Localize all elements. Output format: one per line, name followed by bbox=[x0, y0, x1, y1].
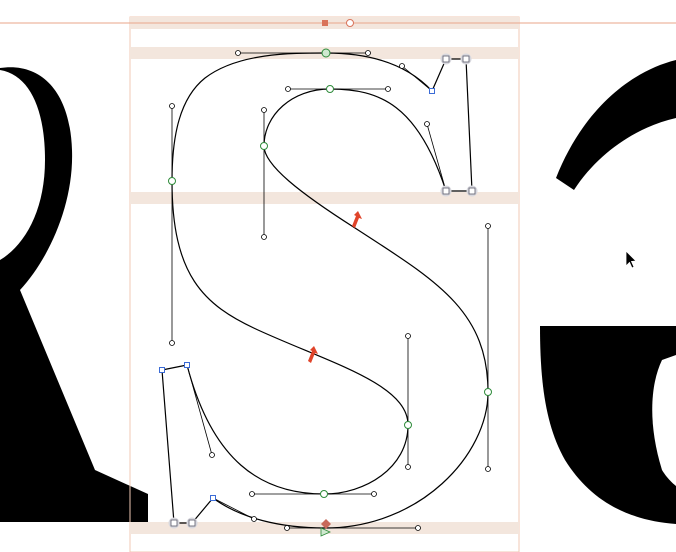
red-direction-arrow-icon bbox=[352, 211, 362, 228]
control-point[interactable] bbox=[385, 86, 391, 92]
glyph-g-counter bbox=[652, 355, 676, 486]
off-curve-points[interactable] bbox=[169, 50, 491, 531]
control-point[interactable] bbox=[424, 121, 430, 127]
control-point[interactable] bbox=[405, 464, 411, 470]
global-guide[interactable] bbox=[0, 19, 676, 27]
handle-line-top-right bbox=[401, 65, 433, 92]
tangent-point[interactable] bbox=[210, 495, 216, 501]
tangent-point[interactable] bbox=[429, 88, 435, 94]
control-point[interactable] bbox=[485, 223, 491, 229]
tangent-points[interactable] bbox=[159, 88, 435, 501]
smooth-point[interactable] bbox=[321, 48, 331, 58]
guide-handle-circle-icon[interactable] bbox=[346, 19, 354, 27]
start-point-icon[interactable] bbox=[320, 519, 331, 537]
metric-band-x-height bbox=[130, 192, 519, 204]
glyph-r-counter bbox=[0, 70, 45, 260]
control-point[interactable] bbox=[249, 491, 255, 497]
smooth-point[interactable] bbox=[168, 177, 176, 185]
control-point[interactable] bbox=[251, 516, 257, 522]
handle-line-bottom-left bbox=[212, 497, 255, 520]
corner-point[interactable] bbox=[188, 519, 196, 527]
arrow-cursor-icon bbox=[625, 250, 637, 269]
control-point[interactable] bbox=[209, 452, 215, 458]
control-point[interactable] bbox=[235, 50, 241, 56]
handle-line-terminal-bottom bbox=[186, 364, 213, 456]
handle-line-terminal-top bbox=[426, 123, 447, 192]
smooth-point[interactable] bbox=[404, 421, 412, 429]
start-point-triangle bbox=[320, 527, 331, 537]
smooth-point[interactable] bbox=[326, 85, 334, 93]
tangent-point[interactable] bbox=[184, 362, 190, 368]
control-point[interactable] bbox=[399, 63, 405, 69]
control-point[interactable] bbox=[261, 107, 267, 113]
control-point[interactable] bbox=[261, 234, 267, 240]
direction-arrows bbox=[308, 211, 362, 363]
corner-point[interactable] bbox=[442, 55, 450, 63]
control-point[interactable] bbox=[371, 491, 377, 497]
corner-point[interactable] bbox=[462, 55, 470, 63]
guide-handle-square-icon[interactable] bbox=[322, 20, 328, 26]
glyph-g-top-arc bbox=[556, 60, 676, 190]
control-point[interactable] bbox=[285, 86, 291, 92]
smooth-point[interactable] bbox=[320, 490, 328, 498]
glyph-g-bowl bbox=[540, 326, 676, 524]
control-point[interactable] bbox=[284, 525, 290, 531]
smooth-point[interactable] bbox=[260, 142, 268, 150]
control-point[interactable] bbox=[485, 466, 491, 472]
neighbor-glyph-g bbox=[540, 60, 676, 524]
corner-point[interactable] bbox=[170, 519, 178, 527]
glyph-r-leg-fill bbox=[0, 300, 60, 450]
bezier-handles[interactable] bbox=[171, 52, 489, 529]
tangent-point[interactable] bbox=[159, 367, 165, 373]
control-point[interactable] bbox=[405, 333, 411, 339]
start-point-diamond[interactable] bbox=[321, 519, 331, 529]
smooth-points[interactable] bbox=[168, 48, 492, 498]
control-point[interactable] bbox=[169, 103, 175, 109]
corner-point[interactable] bbox=[468, 187, 476, 195]
corner-point[interactable] bbox=[442, 187, 450, 195]
red-direction-arrow-icon bbox=[308, 346, 318, 363]
control-point[interactable] bbox=[365, 50, 371, 56]
neighbor-glyph-r bbox=[0, 67, 148, 523]
control-point[interactable] bbox=[415, 525, 421, 531]
control-point[interactable] bbox=[169, 340, 175, 346]
smooth-point[interactable] bbox=[484, 388, 492, 396]
corner-points[interactable] bbox=[168, 53, 478, 529]
